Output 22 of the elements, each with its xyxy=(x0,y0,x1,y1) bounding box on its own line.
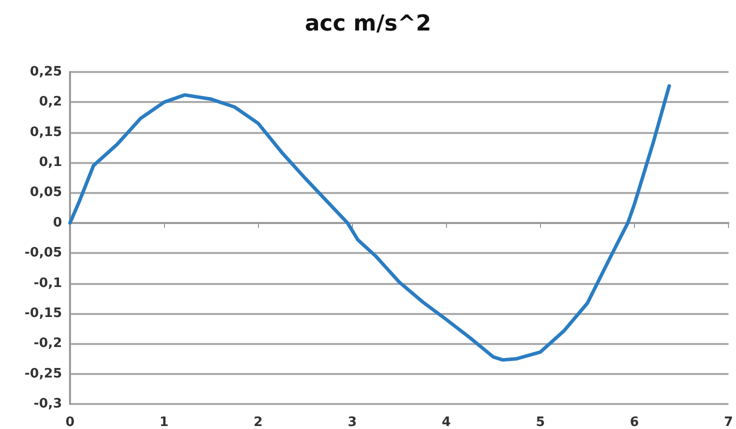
x-tick-label: 4 xyxy=(442,415,451,429)
y-tick-label: 0,1 xyxy=(38,155,62,170)
y-tick-label: 0,25 xyxy=(30,64,62,80)
y-tick-label: 0,15 xyxy=(30,124,62,140)
x-tick-label: 7 xyxy=(724,415,733,429)
x-tick-label: 0 xyxy=(65,415,75,429)
x-tick-label: 2 xyxy=(254,415,263,429)
x-tick-label: 6 xyxy=(630,415,639,429)
y-tick-label: -0,05 xyxy=(24,246,62,261)
y-tick-label: -0,3 xyxy=(34,396,62,412)
y-tick-label: 0 xyxy=(52,215,62,230)
line-series xyxy=(68,84,671,362)
y-tick-label: 0,05 xyxy=(30,185,62,200)
x-tick-label: 5 xyxy=(536,415,545,429)
y-tick-label: -0,1 xyxy=(34,276,62,291)
y-tick-label: 0,2 xyxy=(38,94,62,110)
y-tick-label: -0,25 xyxy=(24,366,62,382)
chart-title: acc m/s^2 xyxy=(304,12,432,36)
y-tick-label: -0,15 xyxy=(24,306,62,321)
x-tick-label: 1 xyxy=(160,415,169,429)
x-tick-label: 3 xyxy=(348,415,357,429)
y-tick-label: -0,2 xyxy=(34,336,62,352)
